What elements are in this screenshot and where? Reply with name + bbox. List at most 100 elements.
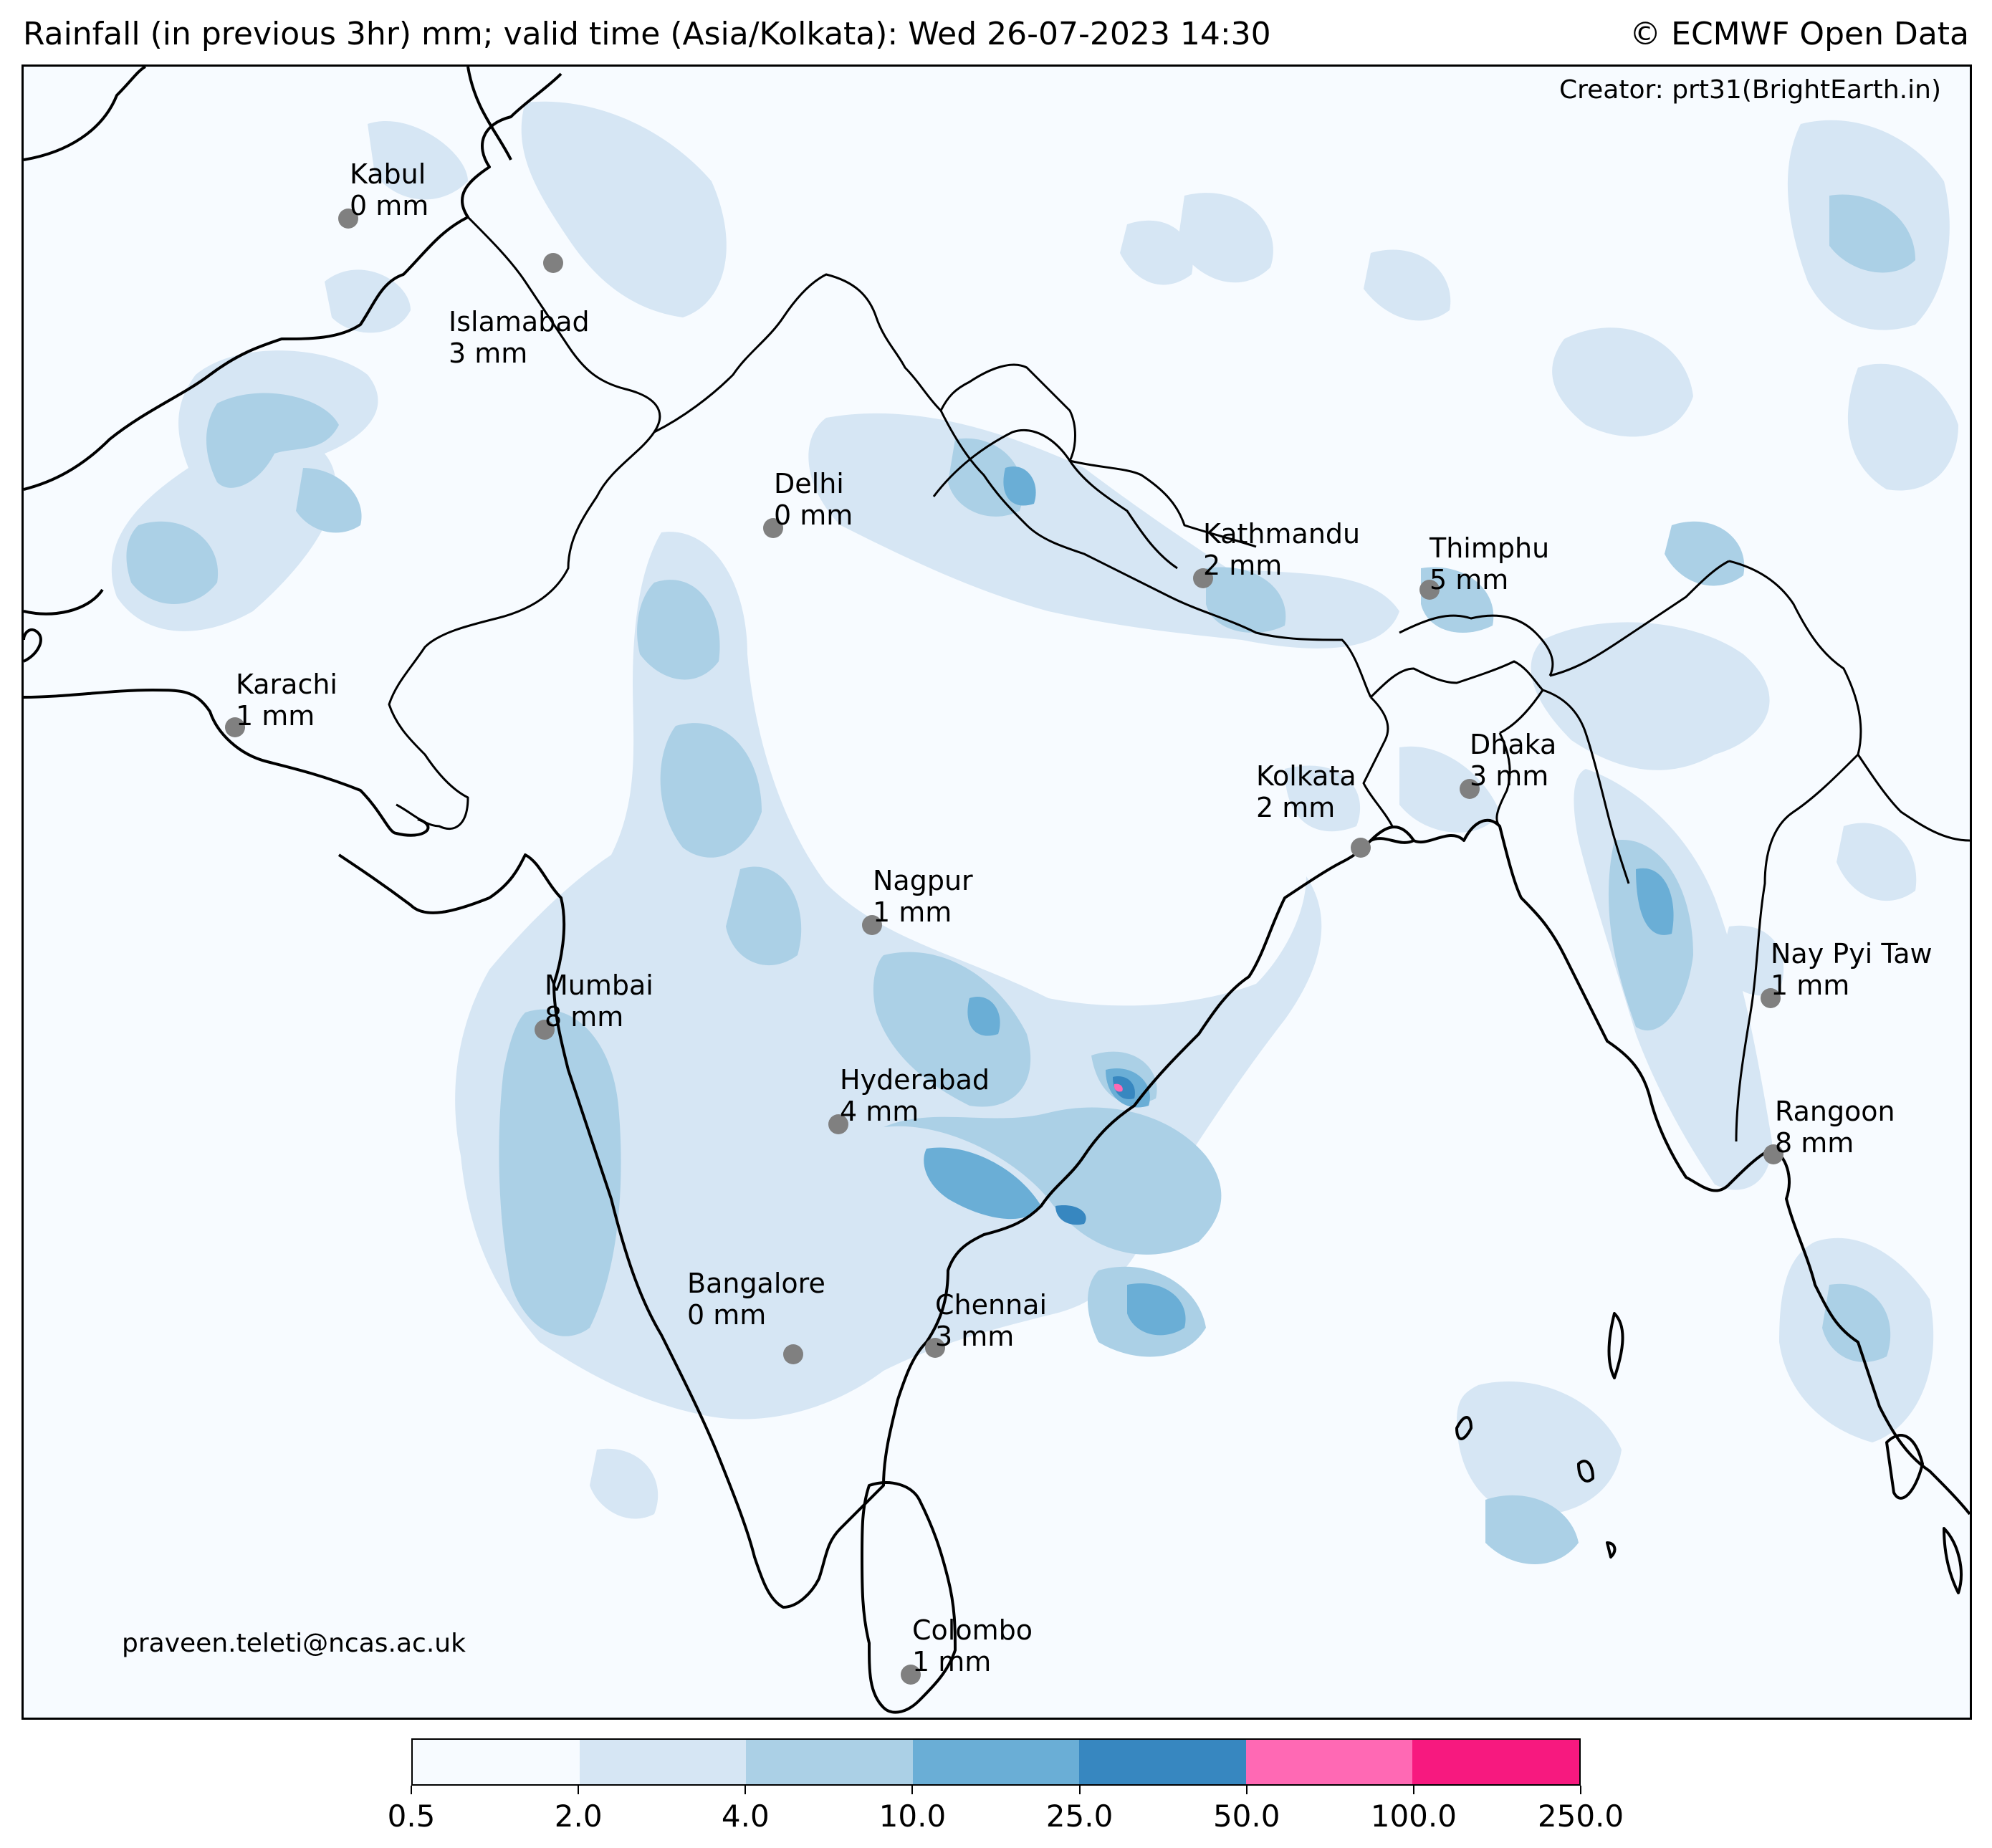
city-marker-dhaka[interactable] [1460, 779, 1480, 799]
city-label-kabul: Kabul 0 mm [350, 158, 428, 221]
city-name: Mumbai [545, 970, 653, 1001]
map-title: Rainfall (in previous 3hr) mm; valid tim… [23, 16, 1271, 52]
city-label-nagpur: Nagpur 1 mm [873, 865, 973, 928]
city-marker-karachi[interactable] [225, 717, 245, 737]
rainfall-map[interactable]: Creator: prt31(BrightEarth.in) praveen.t… [21, 64, 1972, 1720]
colorbar-tick-mark [411, 1786, 412, 1794]
rainfall-shading-pink [1114, 1083, 1123, 1092]
city-rainfall: 8 mm [1775, 1127, 1854, 1159]
city-rainfall: 2 mm [1203, 550, 1283, 581]
city-label-colombo: Colombo 1 mm [912, 1614, 1033, 1677]
city-marker-nay-pyi-taw[interactable] [1761, 988, 1781, 1008]
city-name: Kabul [350, 158, 426, 190]
copyright-text: © ECMWF Open Data [1629, 16, 1969, 52]
colorbar-tick-mark [578, 1786, 580, 1794]
city-marker-rangoon[interactable] [1763, 1144, 1783, 1164]
author-email: praveen.teleti@ncas.ac.uk [122, 1629, 466, 1658]
city-name: Nagpur [873, 865, 973, 896]
colorbar-segment [1412, 1740, 1580, 1784]
city-rainfall: 0 mm [687, 1299, 767, 1331]
rainfall-shading-darker [1055, 1076, 1135, 1225]
city-name: Kathmandu [1203, 518, 1361, 550]
creator-credit: Creator: prt31(BrightEarth.in) [1559, 75, 1941, 105]
city-rainfall: 3 mm [935, 1321, 1015, 1352]
city-name: Thimphu [1430, 532, 1550, 564]
city-name: Nay Pyi Taw [1771, 938, 1933, 970]
city-name: Islamabad [449, 306, 590, 337]
city-marker-colombo[interactable] [901, 1665, 921, 1685]
city-name: Delhi [774, 468, 844, 499]
colorbar-segment [413, 1740, 580, 1784]
city-name: Chennai [935, 1289, 1048, 1321]
city-rainfall: 0 mm [774, 499, 853, 531]
city-rainfall: 3 mm [1470, 760, 1549, 792]
city-label-nay-pyi-taw: Nay Pyi Taw 1 mm [1771, 938, 1933, 1001]
city-label-kolkata: Kolkata 2 mm [1256, 760, 1356, 823]
colorbar-tick-label: 0.5 [387, 1799, 436, 1834]
city-name: Kolkata [1256, 760, 1356, 792]
city-rainfall: 2 mm [1256, 792, 1336, 823]
city-rainfall: 8 mm [545, 1001, 624, 1033]
city-rainfall: 1 mm [236, 700, 315, 732]
city-marker-thimphu[interactable] [1419, 580, 1440, 600]
city-name: Hyderabad [840, 1064, 990, 1096]
city-label-karachi: Karachi 1 mm [236, 669, 337, 732]
city-label-mumbai: Mumbai 8 mm [545, 970, 653, 1033]
city-rainfall: 5 mm [1430, 564, 1509, 595]
city-label-islamabad: Islamabad 3 mm [449, 306, 590, 369]
city-label-chennai: Chennai 3 mm [935, 1289, 1047, 1352]
colorbar-segment [579, 1740, 747, 1784]
city-marker-kathmandu[interactable] [1193, 568, 1213, 588]
colorbar-tick-mark [1580, 1786, 1581, 1794]
city-name: Colombo [912, 1614, 1033, 1646]
city-label-thimphu: Thimphu 5 mm [1430, 532, 1549, 595]
colorbar-tick-label: 100.0 [1370, 1799, 1457, 1834]
city-marker-chennai[interactable] [925, 1338, 945, 1358]
city-label-dhaka: Dhaka 3 mm [1470, 729, 1556, 792]
city-label-bangalore: Bangalore 0 mm [687, 1268, 825, 1331]
map-canvas [24, 67, 1970, 1714]
city-rainfall: 1 mm [873, 896, 952, 928]
colorbar [411, 1738, 1581, 1786]
city-marker-hyderabad[interactable] [828, 1114, 848, 1134]
city-rainfall: 4 mm [840, 1096, 919, 1127]
city-marker-delhi[interactable] [763, 518, 783, 538]
city-name: Karachi [236, 669, 337, 700]
city-marker-mumbai[interactable] [535, 1020, 555, 1040]
colorbar-tick-label: 50.0 [1212, 1799, 1280, 1834]
colorbar-segment [1079, 1740, 1246, 1784]
coastlines [24, 67, 1970, 1714]
colorbar-tick-mark [1078, 1786, 1081, 1794]
city-marker-islamabad[interactable] [543, 253, 563, 273]
city-name: Rangoon [1775, 1096, 1895, 1127]
country-borders [388, 216, 1970, 1142]
colorbar-ticks: 0.5 2.0 4.0 10.0 25.0 50.0 100.0 250.0 [388, 1786, 1624, 1843]
colorbar-segment [1245, 1740, 1413, 1784]
city-name: Dhaka [1470, 729, 1557, 760]
city-rainfall: 1 mm [912, 1646, 992, 1677]
colorbar-tick-mark [1412, 1786, 1414, 1794]
colorbar-tick-label: 2.0 [554, 1799, 603, 1834]
city-marker-kabul[interactable] [338, 209, 358, 229]
colorbar-segment [912, 1740, 1080, 1784]
city-label-rangoon: Rangoon 8 mm [1775, 1096, 1895, 1159]
city-label-kathmandu: Kathmandu 2 mm [1203, 518, 1360, 581]
colorbar-tick-mark [744, 1786, 747, 1794]
city-rainfall: 1 mm [1771, 970, 1850, 1001]
colorbar-tick-label: 10.0 [878, 1799, 947, 1834]
city-rainfall: 0 mm [350, 190, 429, 221]
colorbar-tick-mark [1245, 1786, 1248, 1794]
city-marker-nagpur[interactable] [862, 915, 882, 935]
city-rainfall: 3 mm [449, 337, 528, 369]
city-label-hyderabad: Hyderabad 4 mm [840, 1064, 990, 1127]
city-marker-kolkata[interactable] [1351, 838, 1371, 858]
city-label-delhi: Delhi 0 mm [774, 468, 853, 531]
colorbar-tick-label: 25.0 [1045, 1799, 1114, 1834]
colorbar-segment [746, 1740, 913, 1784]
colorbar-tick-mark [911, 1786, 914, 1794]
city-marker-bangalore[interactable] [783, 1344, 803, 1364]
city-name: Bangalore [687, 1268, 825, 1299]
rainfall-shading-medium [126, 194, 1915, 1564]
colorbar-tick-label: 250.0 [1537, 1799, 1624, 1834]
colorbar-tick-label: 4.0 [721, 1799, 770, 1834]
